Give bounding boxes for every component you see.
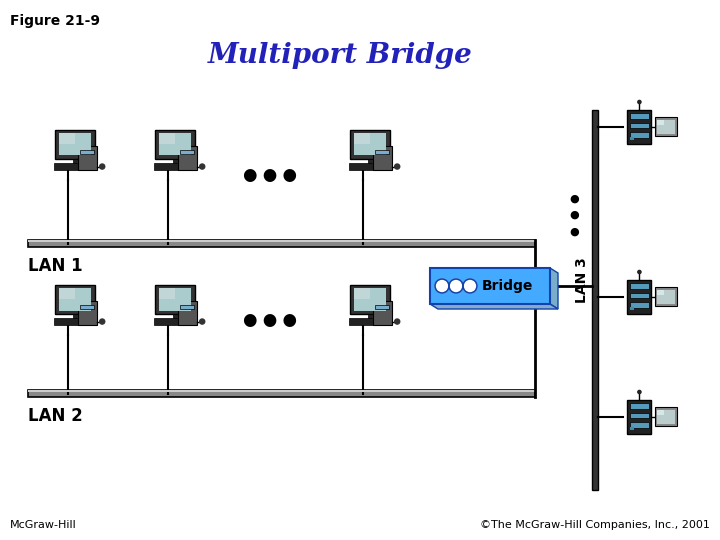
Circle shape: [449, 279, 463, 293]
Text: LAN 1: LAN 1: [28, 257, 83, 275]
Bar: [348, 163, 391, 170]
Bar: [630, 123, 649, 129]
Text: ©The McGraw-Hill Companies, Inc., 2001: ©The McGraw-Hill Companies, Inc., 2001: [480, 520, 710, 530]
Bar: [630, 427, 634, 430]
Bar: [375, 305, 389, 309]
Bar: [657, 410, 664, 415]
Bar: [630, 132, 649, 138]
Circle shape: [435, 279, 449, 293]
Text: Bridge: Bridge: [482, 279, 534, 293]
Bar: [630, 283, 649, 289]
Bar: [657, 119, 675, 134]
Polygon shape: [550, 268, 558, 309]
Bar: [73, 159, 77, 163]
Circle shape: [199, 164, 204, 169]
Bar: [156, 130, 194, 159]
Bar: [354, 133, 370, 144]
Circle shape: [638, 100, 641, 104]
Bar: [154, 318, 197, 325]
Circle shape: [99, 164, 104, 169]
Bar: [375, 150, 389, 154]
Bar: [630, 137, 634, 140]
Circle shape: [638, 390, 641, 394]
Bar: [173, 159, 177, 163]
Polygon shape: [430, 304, 558, 309]
Bar: [54, 318, 96, 325]
Bar: [627, 110, 652, 144]
Bar: [80, 305, 94, 309]
Bar: [368, 314, 372, 318]
Bar: [351, 285, 390, 314]
Bar: [173, 314, 177, 318]
Text: ● ● ●: ● ● ●: [243, 311, 297, 329]
Bar: [159, 288, 191, 310]
Bar: [55, 285, 94, 314]
Bar: [430, 268, 550, 304]
Bar: [78, 146, 97, 170]
Bar: [159, 133, 175, 144]
Bar: [354, 288, 386, 310]
Bar: [354, 288, 370, 300]
Circle shape: [463, 279, 477, 293]
Text: McGraw-Hill: McGraw-Hill: [10, 520, 77, 530]
Bar: [374, 301, 392, 325]
Text: Multiport Bridge: Multiport Bridge: [207, 42, 472, 69]
Bar: [627, 400, 652, 434]
Circle shape: [199, 319, 204, 324]
Bar: [154, 163, 197, 170]
Bar: [627, 280, 652, 314]
Bar: [630, 293, 649, 299]
Bar: [28, 390, 535, 392]
Circle shape: [395, 164, 400, 169]
Bar: [657, 119, 664, 125]
Text: LAN 2: LAN 2: [28, 407, 83, 425]
Text: LAN 3: LAN 3: [575, 257, 589, 303]
Bar: [73, 314, 77, 318]
Bar: [80, 150, 94, 154]
Text: Figure 21-9: Figure 21-9: [10, 14, 100, 28]
Bar: [28, 240, 535, 242]
Bar: [630, 422, 649, 428]
Bar: [354, 133, 386, 156]
Bar: [59, 288, 91, 310]
Bar: [159, 288, 175, 300]
Bar: [630, 413, 649, 418]
Bar: [592, 110, 598, 490]
Bar: [180, 150, 194, 154]
Bar: [156, 285, 194, 314]
Bar: [654, 287, 677, 306]
Bar: [59, 288, 75, 300]
Bar: [179, 146, 197, 170]
Bar: [59, 133, 75, 144]
Circle shape: [638, 271, 641, 274]
Bar: [657, 289, 675, 304]
Bar: [55, 130, 94, 159]
Bar: [348, 318, 391, 325]
Bar: [654, 407, 677, 427]
Bar: [630, 302, 649, 308]
Circle shape: [99, 319, 104, 324]
Bar: [78, 301, 97, 325]
Bar: [374, 146, 392, 170]
Bar: [630, 307, 634, 310]
Bar: [28, 390, 535, 397]
Bar: [657, 289, 664, 295]
Bar: [368, 159, 372, 163]
Bar: [351, 130, 390, 159]
Text: ●
●
●: ● ● ●: [569, 194, 579, 237]
Bar: [159, 133, 191, 156]
Bar: [179, 301, 197, 325]
Text: ● ● ●: ● ● ●: [243, 166, 297, 184]
Circle shape: [395, 319, 400, 324]
Bar: [657, 410, 675, 424]
Bar: [54, 163, 96, 170]
Bar: [630, 403, 649, 409]
Bar: [630, 113, 649, 119]
Bar: [180, 305, 194, 309]
Bar: [28, 240, 535, 247]
Bar: [59, 133, 91, 156]
Bar: [654, 117, 677, 137]
